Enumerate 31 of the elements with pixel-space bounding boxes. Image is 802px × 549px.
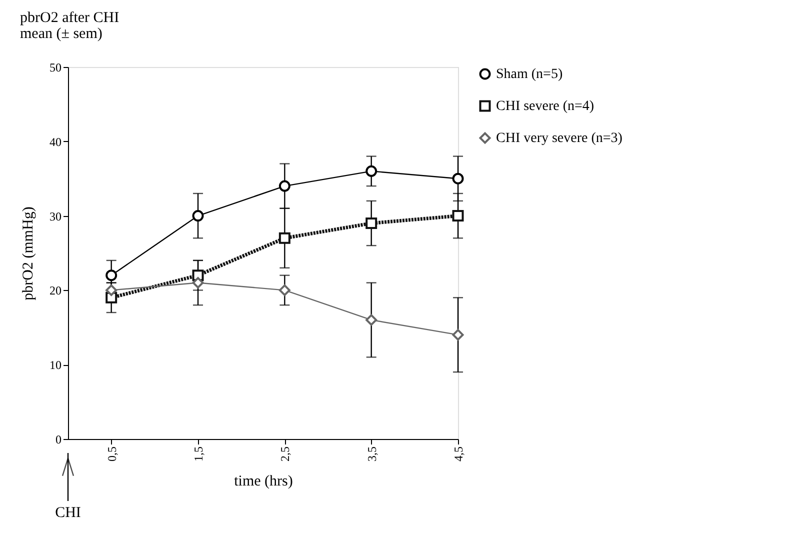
point bbox=[192, 210, 204, 222]
point bbox=[106, 270, 118, 282]
point bbox=[278, 232, 290, 244]
chart-title: pbrO2 after CHI bbox=[20, 10, 120, 26]
point bbox=[192, 277, 204, 289]
point bbox=[452, 172, 464, 184]
x-tick-label: 4,5 bbox=[452, 446, 466, 462]
y-tick-label: 0 bbox=[56, 432, 62, 446]
y-tick-label: 40 bbox=[50, 134, 62, 149]
legend-label: CHI severe (n=4) bbox=[496, 99, 594, 114]
legend-label: CHI very severe (n=3) bbox=[496, 131, 623, 146]
point bbox=[278, 180, 290, 192]
point bbox=[278, 284, 290, 296]
x-axis-title: time (hrs) bbox=[234, 474, 293, 490]
point bbox=[452, 210, 464, 222]
y-tick-label: 20 bbox=[50, 284, 62, 298]
x-tick-label: 2,5 bbox=[278, 446, 292, 462]
y-tick-label: 10 bbox=[50, 358, 62, 372]
legend-label: Sham (n=5) bbox=[496, 67, 563, 82]
point bbox=[366, 165, 378, 177]
y-tick-label: 30 bbox=[50, 209, 62, 224]
text: CHI bbox=[55, 505, 81, 521]
x-tick-label: 0,5 bbox=[104, 446, 119, 462]
x-tick-label: 1,5 bbox=[192, 446, 206, 462]
point bbox=[366, 314, 378, 326]
x-tick-label: 3,5 bbox=[364, 446, 379, 462]
point bbox=[452, 329, 464, 341]
y-axis-title: pbrO2 (mmHg) bbox=[20, 206, 36, 300]
chart-subtitle: mean (± sem) bbox=[20, 26, 102, 42]
point bbox=[366, 217, 378, 229]
y-tick-label: 50 bbox=[50, 60, 62, 74]
